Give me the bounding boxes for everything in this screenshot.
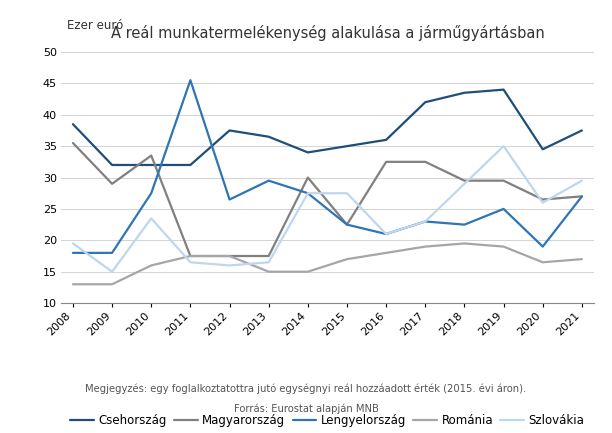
Lengyelország	[382, 231, 390, 236]
Csehország	[304, 150, 312, 155]
Lengyelország	[304, 191, 312, 196]
Line: Magyarország: Magyarország	[73, 143, 582, 256]
Szlovákia	[539, 200, 547, 205]
Magyarország	[108, 181, 116, 186]
Románia	[461, 241, 468, 246]
Szlovákia	[304, 191, 312, 196]
Csehország	[265, 134, 272, 139]
Románia	[382, 250, 390, 255]
Magyarország	[265, 253, 272, 259]
Szlovákia	[187, 260, 194, 265]
Szlovákia	[226, 263, 233, 268]
Románia	[265, 269, 272, 275]
Lengyelország	[108, 250, 116, 255]
Románia	[539, 260, 547, 265]
Text: Forrás: Eurostat alapján MNB: Forrás: Eurostat alapján MNB	[234, 404, 378, 414]
Line: Románia: Románia	[73, 243, 582, 284]
Szlovákia	[422, 219, 429, 224]
Lengyelország	[422, 219, 429, 224]
Lengyelország	[578, 194, 586, 199]
Szlovákia	[265, 260, 272, 265]
Szlovákia	[108, 269, 116, 275]
Magyarország	[343, 222, 351, 227]
Magyarország	[187, 253, 194, 259]
Románia	[343, 256, 351, 262]
Csehország	[226, 128, 233, 133]
Románia	[578, 256, 586, 262]
Csehország	[461, 90, 468, 95]
Csehország	[500, 87, 507, 92]
Lengyelország	[539, 244, 547, 249]
Lengyelország	[461, 222, 468, 227]
Text: Ezer euró: Ezer euró	[67, 19, 123, 32]
Lengyelország	[69, 250, 76, 255]
Csehország	[382, 137, 390, 142]
Csehország	[69, 122, 76, 127]
Csehország	[343, 144, 351, 149]
Szlovákia	[500, 144, 507, 149]
Title: A reál munkatermelékenység alakulása a járműgyártásban: A reál munkatermelékenység alakulása a j…	[111, 25, 544, 41]
Csehország	[108, 162, 116, 168]
Lengyelország	[500, 207, 507, 212]
Magyarország	[500, 178, 507, 183]
Magyarország	[304, 175, 312, 180]
Magyarország	[422, 159, 429, 165]
Szlovákia	[147, 216, 155, 221]
Csehország	[187, 162, 194, 168]
Csehország	[578, 128, 586, 133]
Line: Lengyelország: Lengyelország	[73, 80, 582, 253]
Csehország	[422, 100, 429, 105]
Lengyelország	[187, 78, 194, 83]
Csehország	[539, 147, 547, 152]
Csehország	[147, 162, 155, 168]
Románia	[422, 244, 429, 249]
Line: Szlovákia: Szlovákia	[73, 146, 582, 272]
Lengyelország	[147, 191, 155, 196]
Szlovákia	[382, 231, 390, 236]
Magyarország	[226, 253, 233, 259]
Románia	[500, 244, 507, 249]
Szlovákia	[343, 191, 351, 196]
Szlovákia	[578, 178, 586, 183]
Románia	[147, 263, 155, 268]
Románia	[304, 269, 312, 275]
Románia	[108, 282, 116, 287]
Lengyelország	[265, 178, 272, 183]
Románia	[226, 253, 233, 259]
Magyarország	[69, 140, 76, 145]
Románia	[187, 253, 194, 259]
Szlovákia	[69, 241, 76, 246]
Text: Megjegyzés: egy foglalkoztatottra jutó egységnyi reál hozzáadott érték (2015. év: Megjegyzés: egy foglalkoztatottra jutó e…	[86, 383, 526, 394]
Magyarország	[578, 194, 586, 199]
Szlovákia	[461, 181, 468, 186]
Lengyelország	[343, 222, 351, 227]
Legend: Csehország, Magyarország, Lengyelország, Románia, Szlovákia: Csehország, Magyarország, Lengyelország,…	[70, 414, 584, 427]
Lengyelország	[226, 197, 233, 202]
Románia	[69, 282, 76, 287]
Magyarország	[382, 159, 390, 165]
Magyarország	[461, 178, 468, 183]
Magyarország	[147, 153, 155, 158]
Line: Csehország: Csehország	[73, 90, 582, 165]
Magyarország	[539, 197, 547, 202]
